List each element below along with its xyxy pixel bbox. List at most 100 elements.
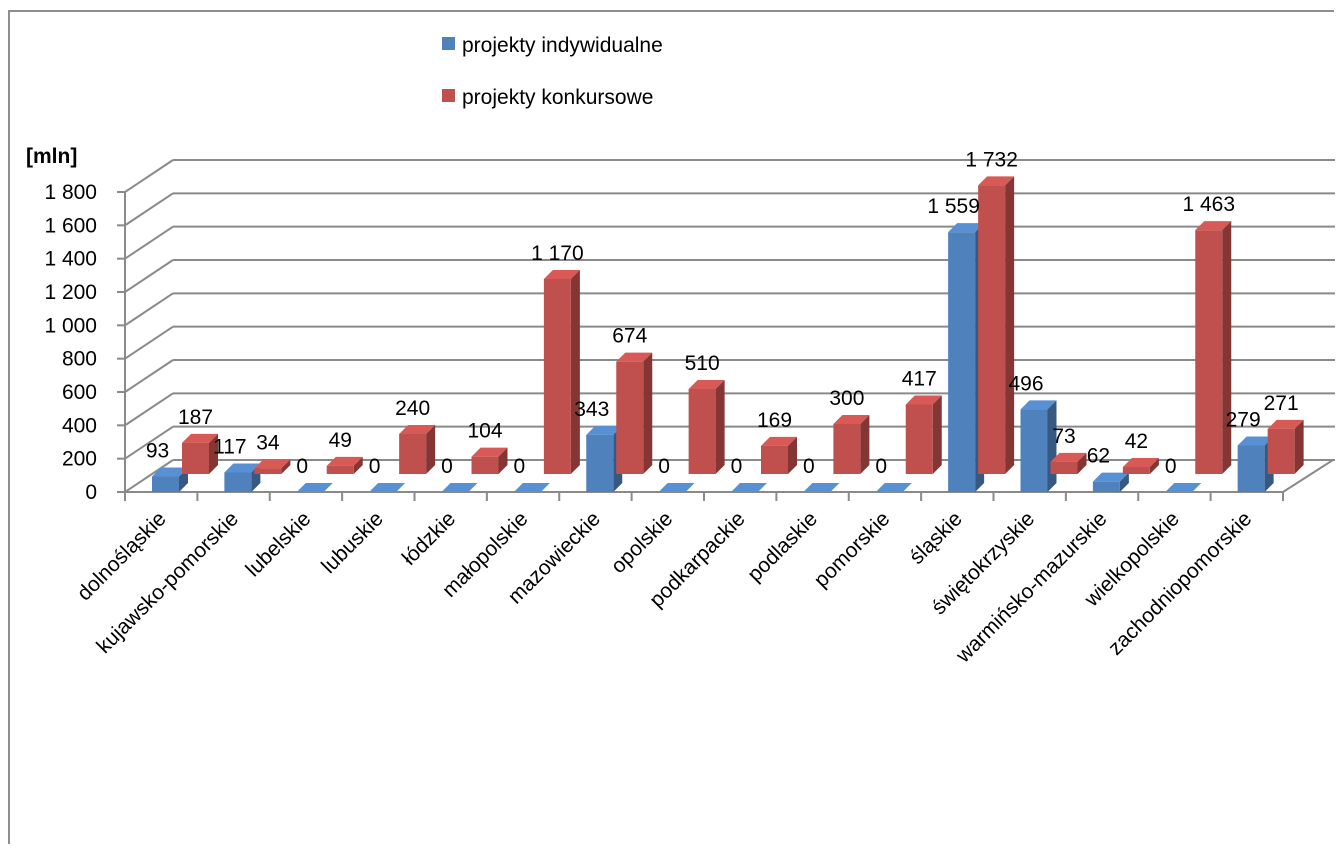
bar-konkursowe-opolskie	[688, 380, 725, 474]
gridline-side-1800	[124, 159, 174, 193]
data-label-indywidualne-opolskie: 0	[658, 455, 670, 478]
bar-konkursowe-warminsko-mazurskie	[1122, 458, 1159, 474]
bar-konkursowe-lubuskie	[399, 425, 436, 474]
gridline-side-1600	[124, 192, 174, 227]
gridline-side-1400	[124, 225, 174, 260]
legend-label-indywidualne: projekty indywidualne	[462, 34, 663, 57]
data-label-konkursowe-pomorskie: 417	[902, 368, 937, 391]
bars	[152, 176, 1304, 492]
x-tick-label-zachodniopomorskie: zachodniopomorskie	[1104, 507, 1256, 659]
y-tick-label: 0	[85, 481, 97, 504]
data-label-indywidualne-mazowieckie: 343	[574, 398, 609, 421]
data-label-konkursowe-opolskie: 510	[685, 352, 720, 375]
bar-konkursowe-mazowieckie	[616, 352, 653, 474]
legend: projekty indywidualne projekty konkursow…	[442, 34, 663, 109]
bar-indywidualne-podkarpackie	[731, 483, 767, 492]
bar-indywidualne-lubuskie	[369, 483, 406, 492]
data-label-konkursowe-zachodniopomorskie: 271	[1264, 392, 1299, 415]
bar-indywidualne-lodzkie	[441, 483, 478, 492]
gridline-side-0	[124, 459, 174, 493]
data-label-konkursowe-warminsko-mazurskie: 42	[1125, 430, 1148, 453]
legend-label-konkursowe: projekty konkursowe	[462, 86, 653, 109]
bar-indywidualne-zachodniopomorskie	[1237, 436, 1274, 492]
data-label-indywidualne-podlaskie: 0	[803, 455, 815, 478]
data-label-indywidualne-podkarpackie: 0	[731, 455, 743, 478]
y-axis-unit-label: [mln]	[26, 145, 77, 168]
bar-konkursowe-pomorskie	[905, 395, 942, 474]
x-tick-label-lodzkie: łódzkie	[398, 507, 460, 569]
bar-indywidualne-pomorskie	[875, 483, 912, 492]
bar-konkursowe-lubelskie	[326, 456, 363, 474]
data-label-indywidualne-dolnoslaskie: 93	[146, 440, 169, 463]
x-tick-label-pomorskie: pomorskie	[810, 507, 895, 592]
bar-konkursowe-kujawsko-pomorskie	[254, 459, 291, 474]
y-tick-label: 1 800	[44, 181, 97, 204]
bar-konkursowe-swietokrzyskie	[1050, 452, 1087, 474]
y-tick-label: 800	[62, 348, 97, 371]
bar-konkursowe-zachodniopomorskie	[1267, 419, 1304, 474]
data-label-konkursowe-wielkopolskie: 1 463	[1182, 193, 1235, 216]
legend-swatch-konkursowe	[442, 89, 455, 102]
data-label-indywidualne-swietokrzyskie: 496	[1008, 372, 1043, 395]
data-label-konkursowe-podlaskie: 300	[829, 387, 864, 410]
bar-indywidualne-warminsko-mazurskie	[1092, 472, 1129, 492]
data-label-indywidualne-kujawsko-pomorskie: 117	[213, 436, 246, 459]
bar-konkursowe-lodzkie	[471, 447, 508, 474]
gridline-side-200	[124, 425, 174, 460]
bar-konkursowe-malopolskie	[543, 270, 580, 474]
bar-indywidualne-lubelskie	[296, 483, 333, 492]
data-label-konkursowe-mazowieckie: 674	[612, 325, 647, 348]
gridlines	[124, 159, 1335, 493]
data-label-konkursowe-lubuskie: 240	[395, 397, 430, 420]
data-label-konkursowe-slaskie: 1 732	[965, 148, 1018, 171]
y-tick-label: 400	[62, 414, 97, 437]
data-label-konkursowe-malopolskie: 1 170	[531, 242, 584, 265]
y-tick-label: 1 000	[44, 314, 97, 337]
data-label-indywidualne-malopolskie: 0	[514, 455, 526, 478]
y-tick-label: 1 200	[44, 281, 97, 304]
x-tick-label-lubelskie: lubelskie	[241, 507, 315, 581]
bar-konkursowe-wielkopolskie	[1195, 221, 1232, 474]
data-label-konkursowe-swietokrzyskie: 73	[1052, 425, 1075, 448]
data-label-konkursowe-dolnoslaskie: 187	[178, 406, 213, 429]
data-label-konkursowe-lodzkie: 104	[467, 420, 502, 443]
data-label-indywidualne-zachodniopomorskie: 279	[1226, 409, 1261, 432]
bar-indywidualne-swietokrzyskie	[1020, 400, 1057, 492]
bar-konkursowe-podlaskie	[833, 415, 870, 474]
bar-konkursowe-podkarpackie	[761, 436, 797, 474]
legend-swatch-indywidualne	[442, 37, 455, 50]
data-label-indywidualne-lubuskie: 0	[369, 455, 381, 478]
data-label-konkursowe-podkarpackie: 169	[757, 409, 792, 432]
data-labels: 93 117 0 0 0 0 343 0 0 0 0 1 559 496 62 0 279 187 34 49 240…	[146, 148, 1299, 478]
data-label-konkursowe-lubelskie: 49	[329, 429, 352, 452]
data-label-indywidualne-wielkopolskie: 0	[1165, 455, 1177, 478]
y-tick-label: 1 400	[44, 248, 97, 271]
data-label-indywidualne-slaskie: 1 559	[927, 195, 980, 218]
y-tick-label: 200	[62, 448, 97, 471]
data-label-indywidualne-pomorskie: 0	[875, 455, 887, 478]
gridline-side-600	[124, 359, 174, 393]
gridline-side-800	[124, 325, 174, 360]
data-label-indywidualne-lubelskie: 0	[296, 455, 308, 478]
data-label-indywidualne-lodzkie: 0	[441, 455, 453, 478]
bar-indywidualne-malopolskie	[513, 483, 550, 492]
bar-indywidualne-podlaskie	[803, 483, 840, 492]
y-tick-label: 600	[62, 381, 97, 404]
floor-right-edge	[1282, 459, 1334, 493]
x-tick-label-slaskie: śląskie	[905, 507, 967, 569]
gridline-side-1200	[124, 259, 174, 293]
x-tick-label-opolskie: opolskie	[607, 507, 678, 578]
y-tick-label: 1 600	[44, 214, 97, 237]
gridline-side-1000	[124, 292, 174, 327]
data-label-indywidualne-warminsko-mazurskie: 62	[1087, 445, 1110, 468]
x-tick-label-lubuskie: lubuskie	[317, 507, 388, 578]
gridline-side-400	[124, 392, 174, 427]
bar-indywidualne-wielkopolskie	[1165, 483, 1202, 492]
bar-indywidualne-opolskie	[658, 483, 695, 492]
bar-indywidualne-dolnoslaskie	[152, 467, 188, 492]
bar-konkursowe-slaskie	[978, 176, 1015, 475]
bar-konkursowe-dolnoslaskie	[182, 433, 218, 474]
x-tick-label-kujawsko-pomorskie: kujawsko-pomorskie	[92, 507, 243, 658]
data-label-konkursowe-kujawsko-pomorskie: 34	[256, 431, 280, 454]
